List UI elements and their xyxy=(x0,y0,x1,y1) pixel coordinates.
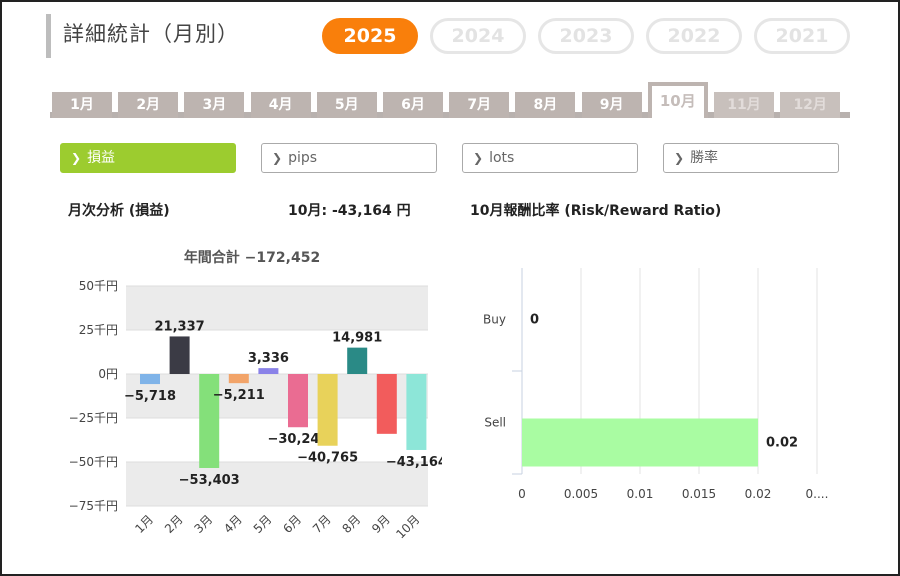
metric-label: pips xyxy=(288,150,318,166)
data-label: 14,981 xyxy=(332,331,382,346)
y-tick-label: Sell xyxy=(484,416,506,430)
x-tick-label: 4月 xyxy=(221,512,245,536)
month-tab-6[interactable]: 6月 xyxy=(383,92,443,118)
x-tick-label: 0.... xyxy=(806,487,829,501)
x-tick-label: 0.02 xyxy=(745,487,772,501)
page-title: 詳細統計（月別） xyxy=(63,22,239,46)
year-tab-2023[interactable]: 2023 xyxy=(538,18,634,54)
risk-reward-chart: 0 0.005 0.01 0.015 0.02 0.... Buy 0 Sell 0.02 xyxy=(483,268,829,501)
x-tick-label: 9月 xyxy=(369,512,393,536)
metric-button-2[interactable]: ❯ lots xyxy=(462,143,638,173)
bar-2月 xyxy=(169,336,190,374)
month-tab-10[interactable]: 10月 xyxy=(647,82,708,118)
metric-button-3[interactable]: ❯ 勝率 xyxy=(663,143,839,173)
year-tab-2025[interactable]: 2025 xyxy=(322,18,418,54)
chevron-right-icon: ❯ xyxy=(71,151,82,165)
bar-1月 xyxy=(140,374,160,385)
month-tab-1[interactable]: 1月 xyxy=(52,92,112,118)
grid-band xyxy=(126,286,428,330)
data-label: 0.02 xyxy=(766,436,798,451)
bar-3月 xyxy=(199,374,220,468)
x-tick-label: 0.005 xyxy=(564,487,598,501)
bar-7月 xyxy=(317,374,338,446)
data-label: −53,403 xyxy=(179,473,240,488)
bar-6月 xyxy=(288,374,308,428)
data-label: −43,164 xyxy=(386,455,442,470)
month-tab-2[interactable]: 2月 xyxy=(118,92,179,118)
x-tick-label: 6月 xyxy=(280,512,304,536)
monthly-analysis-heading: 月次分析 (損益) xyxy=(68,203,170,219)
month-tab-8[interactable]: 8月 xyxy=(515,92,576,118)
x-tick-label: 0.015 xyxy=(682,487,716,501)
month-tab-5[interactable]: 5月 xyxy=(316,92,377,118)
month-tabs: 1月 2月 3月 4月 5月 6月 7月 8月 9月 10月 11月 12月 xyxy=(50,82,850,120)
year-tab-2021[interactable]: 2021 xyxy=(754,18,850,54)
bar-8月 xyxy=(347,347,368,374)
month-tab-12[interactable]: 12月 xyxy=(780,92,841,118)
month-tab-3[interactable]: 3月 xyxy=(184,92,245,118)
bar-9月 xyxy=(376,374,397,434)
x-tick-label: 0 xyxy=(518,487,526,501)
month-tab-7[interactable]: 7月 xyxy=(449,92,510,118)
month-tab-9[interactable]: 9月 xyxy=(581,92,642,118)
title-block: 詳細統計（月別） xyxy=(46,14,239,58)
year-tab-2024[interactable]: 2024 xyxy=(430,18,526,54)
bar-10月 xyxy=(406,374,427,450)
bar-5月 xyxy=(258,368,279,374)
metric-label: 勝率 xyxy=(690,150,719,166)
metric-label: 損益 xyxy=(87,150,116,166)
data-label: 3,336 xyxy=(248,351,289,366)
month-tab-11[interactable]: 11月 xyxy=(714,92,774,118)
metric-selector: ❯ 損益 ❯ pips ❯ lots ❯ 勝率 xyxy=(60,143,839,173)
x-tick-label: 1月 xyxy=(132,512,156,536)
y-tick-label: −50千円 xyxy=(69,455,118,469)
x-tick-label: 2月 xyxy=(162,512,186,536)
year-selector: 2025 2024 2023 2022 2021 xyxy=(322,18,850,54)
x-tick-label: 7月 xyxy=(310,512,334,536)
bar-Sell xyxy=(522,418,758,467)
y-tick-label: 50千円 xyxy=(79,279,118,293)
monthly-pnl-chart: 年間合計 −172,452 50千円 25千円 0円 −25千円 −50千円 −75千円 −5… xyxy=(69,249,442,541)
y-tick-label: Buy xyxy=(483,313,506,327)
bar-4月 xyxy=(228,374,249,384)
rr-ratio-heading: 10月報酬比率 (Risk/Reward Ratio) xyxy=(470,203,722,219)
grid-band xyxy=(126,462,428,506)
data-label: −30,246 xyxy=(267,432,328,447)
metric-label: lots xyxy=(489,150,515,166)
y-tick-label: −25千円 xyxy=(69,411,118,425)
data-label: −5,211 xyxy=(213,388,265,403)
x-tick-label: 0.01 xyxy=(627,487,654,501)
y-tick-label: 0円 xyxy=(98,367,118,381)
chevron-right-icon: ❯ xyxy=(473,151,484,165)
y-tick-label: −75千円 xyxy=(69,499,118,513)
x-tick-label: 3月 xyxy=(192,512,216,536)
chevron-right-icon: ❯ xyxy=(674,151,685,165)
year-tab-2022[interactable]: 2022 xyxy=(646,18,742,54)
data-label: 21,337 xyxy=(155,319,205,334)
month-total-heading: 10月: -43,164 円 xyxy=(288,203,411,219)
metric-button-0[interactable]: ❯ 損益 xyxy=(60,143,236,173)
y-tick-label: 25千円 xyxy=(79,323,118,337)
data-label: −5,718 xyxy=(124,389,176,404)
chart-subtitle: 年間合計 −172,452 xyxy=(184,249,320,266)
x-tick-label: 10月 xyxy=(393,512,422,541)
data-label: −40,765 xyxy=(297,451,358,466)
data-label: 0 xyxy=(530,313,539,328)
x-tick-label: 5月 xyxy=(251,512,275,536)
chevron-right-icon: ❯ xyxy=(272,151,283,165)
x-tick-label: 8月 xyxy=(340,512,364,536)
metric-button-1[interactable]: ❯ pips xyxy=(261,143,437,173)
month-tab-4[interactable]: 4月 xyxy=(250,92,311,118)
